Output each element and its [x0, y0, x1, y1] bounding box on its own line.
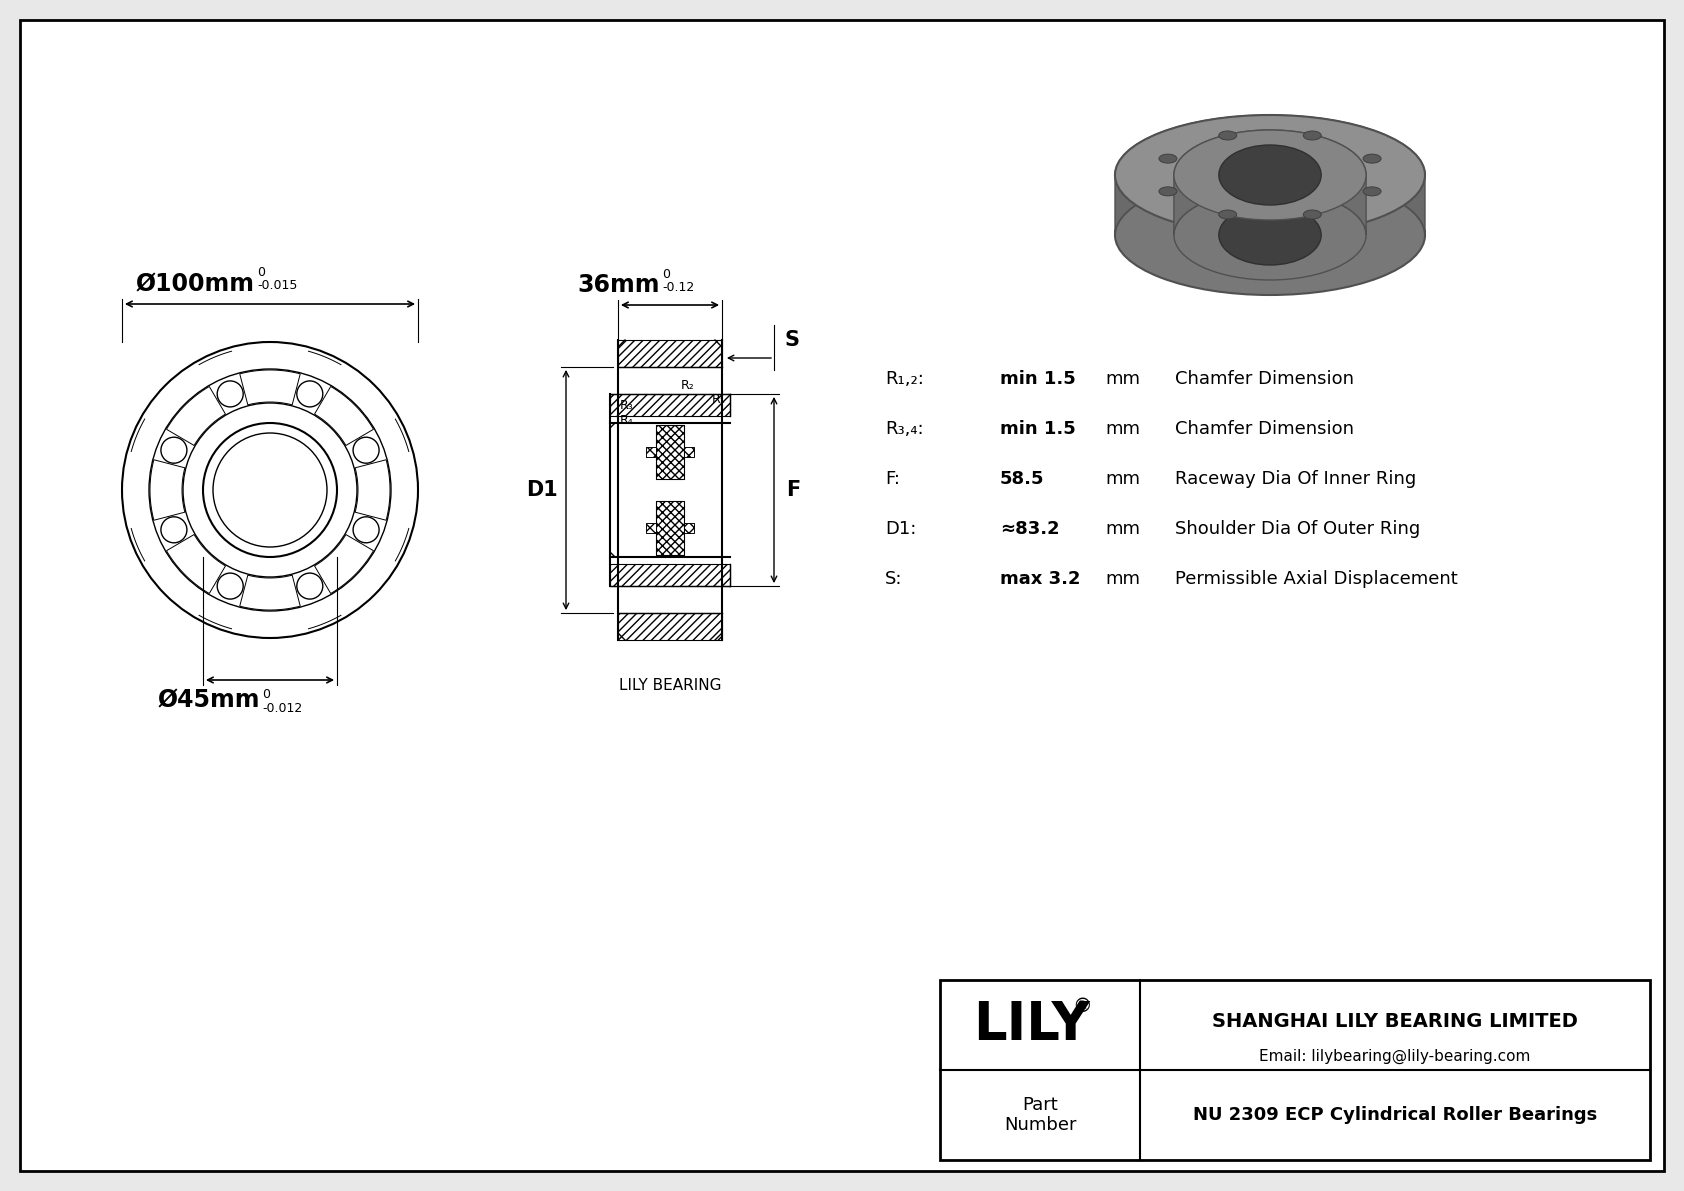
- Text: Raceway Dia Of Inner Ring: Raceway Dia Of Inner Ring: [1175, 470, 1416, 488]
- Polygon shape: [647, 523, 657, 534]
- Text: 36mm: 36mm: [578, 273, 660, 297]
- Ellipse shape: [1115, 175, 1425, 295]
- Text: SHANGHAI LILY BEARING LIMITED: SHANGHAI LILY BEARING LIMITED: [1212, 1012, 1578, 1031]
- Text: Ø45mm: Ø45mm: [158, 688, 259, 712]
- Text: S:: S:: [886, 570, 903, 588]
- Polygon shape: [618, 339, 722, 367]
- Text: -0.015: -0.015: [258, 279, 298, 292]
- Text: Permissible Axial Displacement: Permissible Axial Displacement: [1175, 570, 1458, 588]
- Text: R₃: R₃: [620, 399, 633, 412]
- Text: mm: mm: [1105, 570, 1140, 588]
- Text: R₁,₂:: R₁,₂:: [886, 370, 925, 388]
- Text: 58.5: 58.5: [1000, 470, 1044, 488]
- Text: 0: 0: [258, 266, 264, 279]
- Text: max 3.2: max 3.2: [1000, 570, 1081, 588]
- Text: mm: mm: [1105, 470, 1140, 488]
- Ellipse shape: [1219, 131, 1236, 141]
- Text: Ø100mm: Ø100mm: [136, 272, 254, 297]
- Ellipse shape: [1174, 130, 1366, 220]
- Ellipse shape: [1303, 210, 1322, 219]
- Bar: [940, 980, 1650, 1160]
- Text: 0: 0: [662, 268, 670, 281]
- Polygon shape: [647, 447, 657, 457]
- Polygon shape: [618, 613, 722, 640]
- Text: D1:: D1:: [886, 520, 916, 538]
- Text: R₄: R₄: [620, 414, 633, 428]
- Text: S: S: [785, 330, 798, 350]
- Text: LILY BEARING: LILY BEARING: [618, 678, 721, 693]
- Polygon shape: [1174, 130, 1366, 235]
- Ellipse shape: [1219, 205, 1322, 266]
- Text: NU 2309 ECP Cylindrical Roller Bearings: NU 2309 ECP Cylindrical Roller Bearings: [1192, 1106, 1596, 1124]
- Text: LILY: LILY: [973, 999, 1090, 1050]
- Polygon shape: [610, 565, 729, 586]
- Text: F:: F:: [886, 470, 899, 488]
- Polygon shape: [610, 394, 729, 416]
- Ellipse shape: [1362, 187, 1381, 195]
- Text: mm: mm: [1105, 370, 1140, 388]
- Ellipse shape: [1115, 116, 1425, 235]
- Text: R₂: R₂: [680, 379, 694, 392]
- Ellipse shape: [1219, 145, 1322, 205]
- Text: F: F: [786, 480, 800, 500]
- Text: -0.12: -0.12: [662, 281, 694, 294]
- Text: -0.012: -0.012: [263, 701, 301, 715]
- Text: Email: lilybearing@lily-bearing.com: Email: lilybearing@lily-bearing.com: [1260, 1048, 1531, 1064]
- Text: min 1.5: min 1.5: [1000, 370, 1076, 388]
- Text: ≈83.2: ≈83.2: [1000, 520, 1059, 538]
- Ellipse shape: [1159, 154, 1177, 163]
- Polygon shape: [657, 425, 684, 479]
- Ellipse shape: [1303, 131, 1322, 141]
- Text: Part
Number: Part Number: [1004, 1096, 1076, 1134]
- Text: mm: mm: [1105, 420, 1140, 438]
- Polygon shape: [684, 447, 694, 457]
- Text: D1: D1: [525, 480, 557, 500]
- Ellipse shape: [1362, 154, 1381, 163]
- Polygon shape: [657, 501, 684, 555]
- Polygon shape: [1115, 116, 1425, 235]
- Ellipse shape: [1219, 210, 1236, 219]
- Text: mm: mm: [1105, 520, 1140, 538]
- Text: Chamfer Dimension: Chamfer Dimension: [1175, 370, 1354, 388]
- Text: R₃,₄:: R₃,₄:: [886, 420, 923, 438]
- Text: 0: 0: [263, 688, 269, 701]
- Text: R₁: R₁: [712, 393, 726, 406]
- Text: Shoulder Dia Of Outer Ring: Shoulder Dia Of Outer Ring: [1175, 520, 1420, 538]
- Text: min 1.5: min 1.5: [1000, 420, 1076, 438]
- Ellipse shape: [1174, 191, 1366, 280]
- Polygon shape: [684, 523, 694, 534]
- Ellipse shape: [1159, 187, 1177, 195]
- Text: ®: ®: [1073, 998, 1091, 1016]
- Text: Chamfer Dimension: Chamfer Dimension: [1175, 420, 1354, 438]
